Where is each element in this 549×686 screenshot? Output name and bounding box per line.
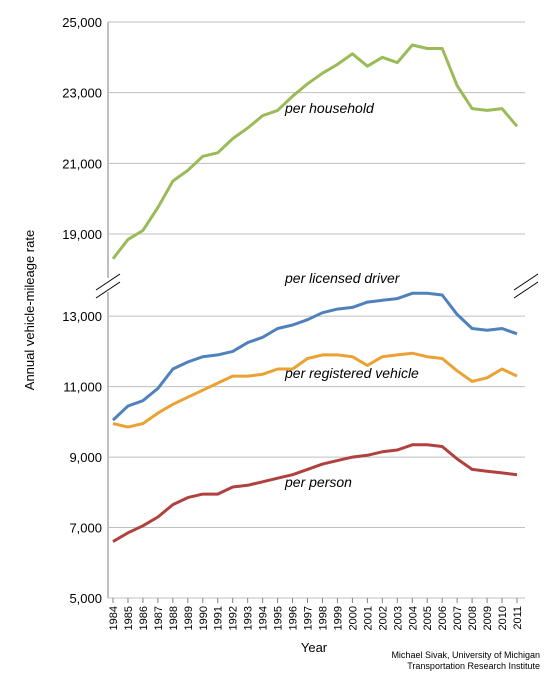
x-tick-label: 1993 [243,606,255,630]
x-tick-label: 1992 [228,606,240,630]
x-tick-label: 1987 [153,606,165,630]
credit: Transportation Research Institute [407,661,540,671]
series-label: per registered vehicle [284,365,419,381]
credit: Michael Sivak, University of Michigan [391,650,540,660]
x-tick-label: 1985 [123,606,135,630]
series-line [112,443,518,543]
series-label: per person [284,474,352,490]
x-tick-label: 2002 [377,606,389,630]
x-tick-label: 1988 [168,606,180,630]
series-label: per household [284,100,375,116]
y-tick-label: 11,000 [63,380,102,395]
x-tick-label: 1999 [332,606,344,630]
x-tick-label: 1997 [303,606,315,630]
x-tick-label: 2005 [422,606,434,630]
x-tick-label: 1994 [258,606,270,630]
x-tick-label: 1990 [198,606,210,630]
x-tick-label: 1986 [138,606,150,630]
y-tick-label: 19,000 [62,227,102,242]
x-tick-label: 2001 [362,606,374,630]
x-tick-label: 1991 [213,606,225,630]
x-tick-label: 1998 [317,606,329,630]
x-tick-label: 1984 [108,606,120,630]
x-tick-label: 2004 [407,606,419,630]
y-tick-label: 25,000 [62,15,102,30]
y-tick-label: 21,000 [62,156,102,171]
x-tick-label: 2006 [437,606,449,630]
x-tick-label: 2003 [392,606,404,630]
y-tick-label: 13,000 [62,309,102,324]
x-tick-label: 1995 [273,606,285,630]
series-line [111,43,519,260]
x-tick-label: 1989 [183,606,195,630]
series-line [112,351,518,429]
axis-break-right [513,273,539,299]
series-label: per licensed driver [284,270,401,286]
y-tick-label: 9,000 [69,450,102,465]
x-tick-label: 2009 [482,606,494,630]
y-tick-label: 5,000 [69,591,102,606]
series-line [111,291,518,422]
x-tick-label: 2008 [467,606,479,630]
x-tick-label: 1996 [288,606,300,630]
x-axis-title: Year [301,640,328,655]
x-tick-label: 2011 [512,606,524,630]
y-tick-label: 7,000 [69,521,102,536]
axis-break-left [95,273,121,299]
y-tick-label: 23,000 [62,86,102,101]
y-axis-title: Annual vehicle-mileage rate [22,230,37,390]
x-tick-label: 2007 [452,606,464,630]
x-tick-label: 2010 [497,606,509,630]
x-tick-label: 2000 [347,606,359,630]
